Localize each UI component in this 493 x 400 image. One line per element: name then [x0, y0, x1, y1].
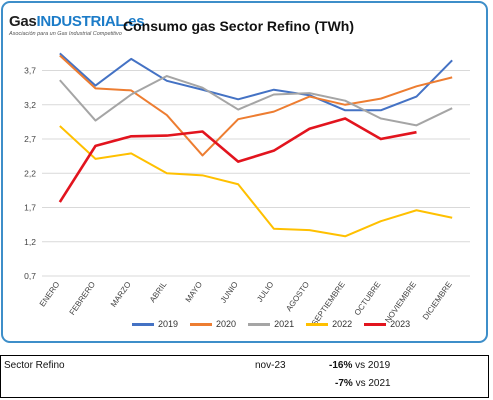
- legend-label: 2019: [158, 319, 179, 329]
- x-tick-label: NOVIEMBRE: [383, 280, 418, 324]
- summary-label: Sector Refino: [4, 360, 65, 371]
- summary-table: Sector Refino nov-23 -16% vs 2019 -7% vs…: [0, 355, 489, 398]
- legend-swatch: [190, 322, 213, 326]
- x-tick-label: JULIO: [255, 280, 275, 304]
- series-line-2019: [59, 52, 453, 112]
- x-tick-label: OCTUBRE: [353, 280, 383, 317]
- line-chart: 0,7 1,2 1,7 2,2 2,7 3,2 3,7 ENERO FEBRERO MARZO AB…: [24, 52, 470, 327]
- logo-gas: Gas: [9, 13, 37, 30]
- x-tick-label: FEBRERO: [68, 280, 98, 317]
- legend-label: 2021: [274, 319, 295, 329]
- legend-swatch: [132, 322, 154, 326]
- summary-pct-2019: -16%: [329, 360, 353, 371]
- summary-row-2019: -16% vs 2019: [329, 360, 390, 371]
- legend-item-2019: 2019: [132, 319, 178, 329]
- y-tick-label: 0,7: [24, 271, 36, 281]
- x-tick-label: JUNIO: [219, 280, 240, 305]
- legend-item-2021: 2021: [248, 319, 294, 329]
- chart-frame: GasINDUSTRIAL.es Asociación para un Gas …: [1, 1, 488, 343]
- logo-tagline: Asociación para un Gas Industrial Compet…: [9, 31, 122, 37]
- series-line-2023: [58, 117, 417, 203]
- x-tick-label: DICIEMBRE: [421, 280, 454, 322]
- chart-legend: 2019 2020 2021 2022 2023: [132, 319, 410, 329]
- series-line-2022: [59, 125, 453, 238]
- y-tick-label: 1,7: [24, 203, 36, 213]
- legend-swatch: [306, 322, 329, 326]
- summary-text-2021: vs 2021: [355, 378, 391, 389]
- legend-label: 2022: [332, 319, 353, 329]
- legend-swatch: [364, 322, 387, 326]
- y-tick-label: 2,2: [24, 168, 36, 178]
- x-tick-label: MAYO: [184, 280, 205, 304]
- legend-swatch: [248, 322, 271, 326]
- x-tick-label: ABRIL: [148, 280, 169, 305]
- series-line-2020: [59, 54, 453, 157]
- chart-title: Consumo gas Sector Refino (TWh): [123, 18, 354, 34]
- summary-pct-2021: -7%: [335, 378, 353, 389]
- x-tick-label: AGOSTO: [284, 280, 311, 313]
- gasindustrial-logo: GasINDUSTRIAL.es Asociación para un Gas …: [9, 13, 145, 37]
- x-tick-label: MARZO: [109, 280, 133, 309]
- legend-label: 2020: [216, 319, 237, 329]
- y-tick-label: 2,7: [24, 134, 36, 144]
- y-tick-label: 3,2: [24, 100, 36, 110]
- legend-label: 2023: [390, 319, 411, 329]
- legend-item-2022: 2022: [306, 319, 352, 329]
- summary-row-2021: -7% vs 2021: [335, 378, 391, 389]
- y-tick-label: 3,7: [24, 66, 36, 76]
- legend-item-2020: 2020: [190, 319, 236, 329]
- summary-text-2019: vs 2019: [355, 360, 391, 371]
- logo-industrial: INDUSTRIAL.es: [36, 13, 145, 30]
- legend-item-2023: 2023: [364, 319, 410, 329]
- summary-period: nov-23: [255, 360, 286, 371]
- series-line-2021: [59, 75, 453, 127]
- x-tick-label: ENERO: [38, 280, 62, 308]
- y-tick-label: 1,2: [24, 237, 36, 247]
